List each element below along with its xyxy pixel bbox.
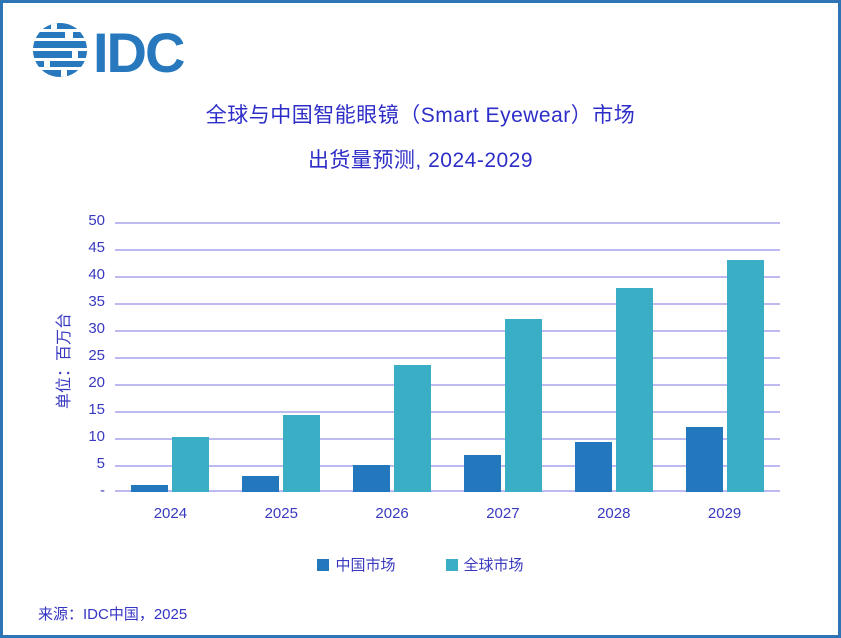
y-tick-label-40: 40 [88,266,105,283]
idc-logo: IDC [31,20,191,84]
legend-item-global-market: 全球市场 [445,554,524,575]
legend-swatch-china-market [317,558,330,571]
gridline-0 [115,490,780,492]
chart-title-line2: 出货量预测, 2024-2029 [307,149,534,172]
source-note: 来源：IDC中国，2025 [38,606,188,623]
legend: 中国市场 全球市场 [3,554,838,575]
legend-label-china-market: 中国市场 [335,557,396,574]
bar-global-market-2027 [504,319,542,492]
globe-icon [33,23,87,77]
bar-china-market-2028 [574,441,612,492]
gridline-10 [115,438,780,440]
gridline-35 [115,303,780,305]
bar-china-market-2026 [353,465,391,492]
legend-item-china-market: 中国市场 [317,554,396,575]
gridline-40 [115,276,780,278]
globe-icon-notches [44,23,78,77]
bar-global-market-2025 [283,415,321,492]
y-tick-label-10: 10 [88,428,105,445]
y-tick-label-45: 45 [88,239,105,256]
idc-logo-text: IDC [93,21,184,80]
gridline-30 [115,330,780,332]
legend-label-global-market: 全球市场 [463,557,524,574]
x-tick-label-2024: 2024 [153,505,188,522]
gridline-25 [115,357,780,359]
chart-title-line1: 全球与中国智能眼镜（Smart Eyewear）市场 [205,104,636,127]
y-tick-label-35: 35 [88,293,105,310]
bar-global-market-2028 [615,287,653,492]
y-tick-label-15: 15 [88,401,105,418]
bar-global-market-2029 [726,259,764,492]
gridline-45 [115,249,780,251]
x-tick-label-2027: 2027 [486,505,520,522]
y-tick-label-50: 50 [88,212,105,229]
idc-logo-svg: IDC [33,21,186,84]
x-tick-label-2026: 2026 [375,505,409,522]
bar-china-market-2029 [685,427,723,492]
bar-global-market-2024 [172,436,210,492]
bar-china-market-2025 [242,476,280,492]
y-tick-label-0: - [100,482,105,499]
bar-global-market-2026 [394,365,432,492]
y-tick-label-25: 25 [88,347,105,364]
bar-china-market-2027 [463,455,501,492]
gridline-15 [115,411,780,413]
gridline-20 [115,384,780,386]
y-tick-label-30: 30 [88,320,105,337]
gridline-5 [115,465,780,467]
x-tick-label-2025: 2025 [264,505,298,522]
x-tick-label-2028: 2028 [597,505,631,522]
y-tick-label-20: 20 [88,374,105,391]
legend-swatch-global-market [445,558,458,571]
plot-area: -5 10 15 20 25 30 35 40 45 50 2024 2025 2026 2027 2028… [88,212,780,522]
bar-china-market-2024 [131,485,169,492]
chart-title: 全球与中国智能眼镜（Smart Eyewear）市场 出货量预测, 2024-2… [3,93,838,183]
y-tick-label-5: 5 [96,455,105,472]
x-tick-label-2029: 2029 [707,505,742,522]
gridline-50 [115,222,780,224]
